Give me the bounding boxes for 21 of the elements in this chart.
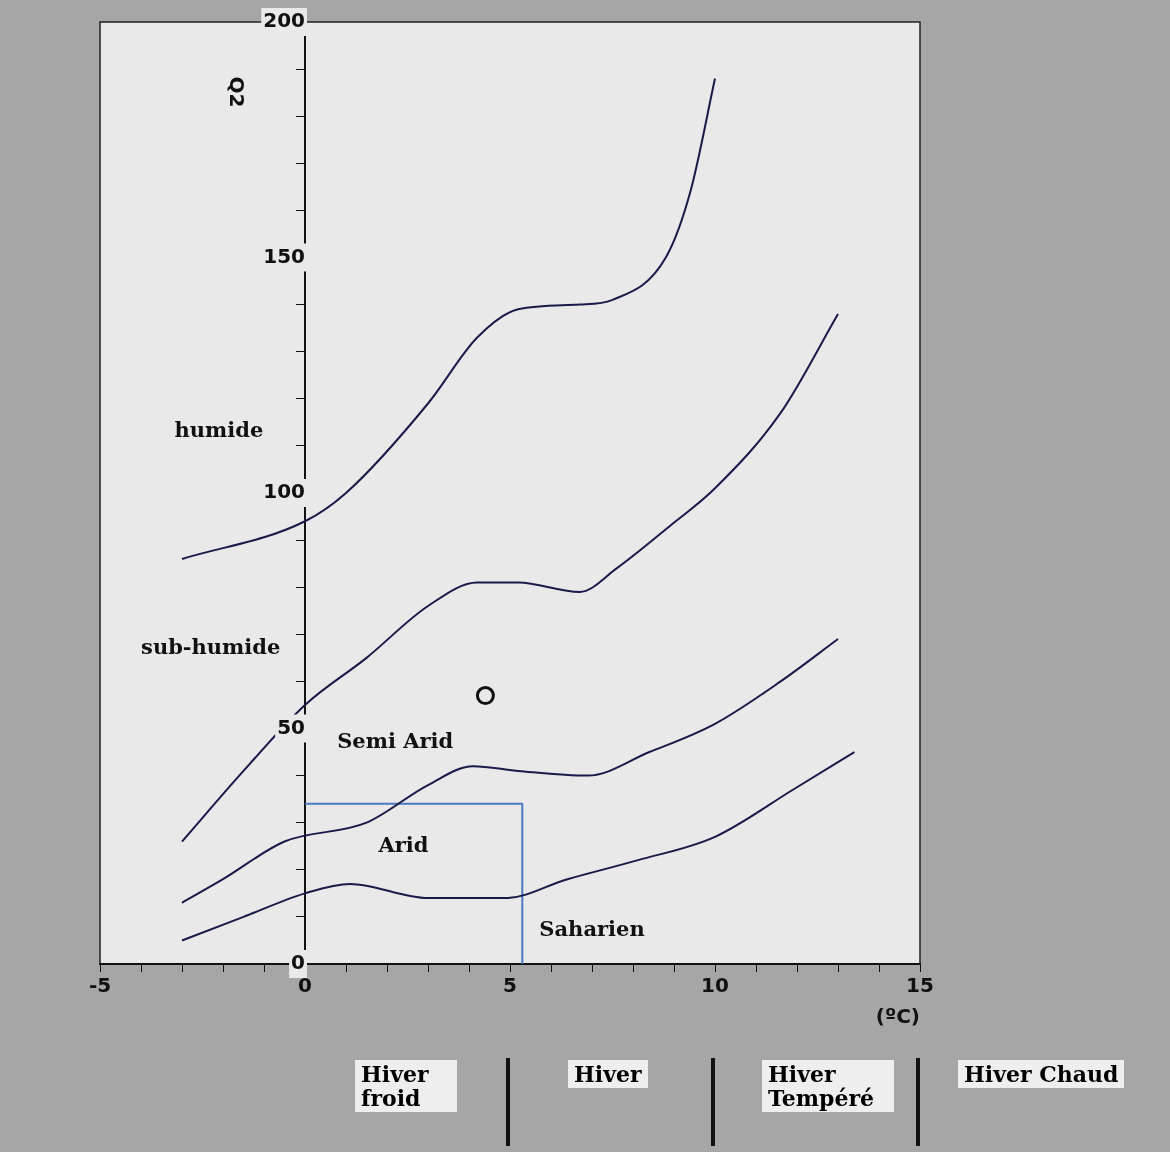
x-axis-title: (ºC)	[875, 1004, 920, 1029]
annotation: sub-humide	[141, 633, 281, 659]
text: Hiver Tempéré	[762, 1060, 894, 1112]
annotation: Semi Arid	[337, 728, 454, 754]
annotation: humide	[174, 417, 264, 443]
text: Hiver Chaud	[958, 1060, 1125, 1088]
line-series	[181, 751, 856, 942]
y-tick-label: 200	[263, 8, 305, 33]
y-tick-label: 50	[277, 714, 305, 739]
x-tick-label: 5	[503, 973, 517, 998]
x-tick-label: 10	[701, 973, 729, 998]
annotation: Saharien	[539, 916, 645, 942]
x-tick-label: -5	[88, 973, 112, 998]
y-tick-label: 0	[291, 950, 305, 975]
x-tick-label: 15	[906, 973, 934, 998]
y-tick-label: 150	[263, 243, 305, 268]
y-tick-label: 100	[263, 479, 305, 504]
annotation: Arid	[377, 831, 429, 857]
y-axis-title: Q2	[224, 76, 249, 108]
text: Hiver froid	[355, 1060, 457, 1112]
text: Hiver	[568, 1060, 648, 1088]
